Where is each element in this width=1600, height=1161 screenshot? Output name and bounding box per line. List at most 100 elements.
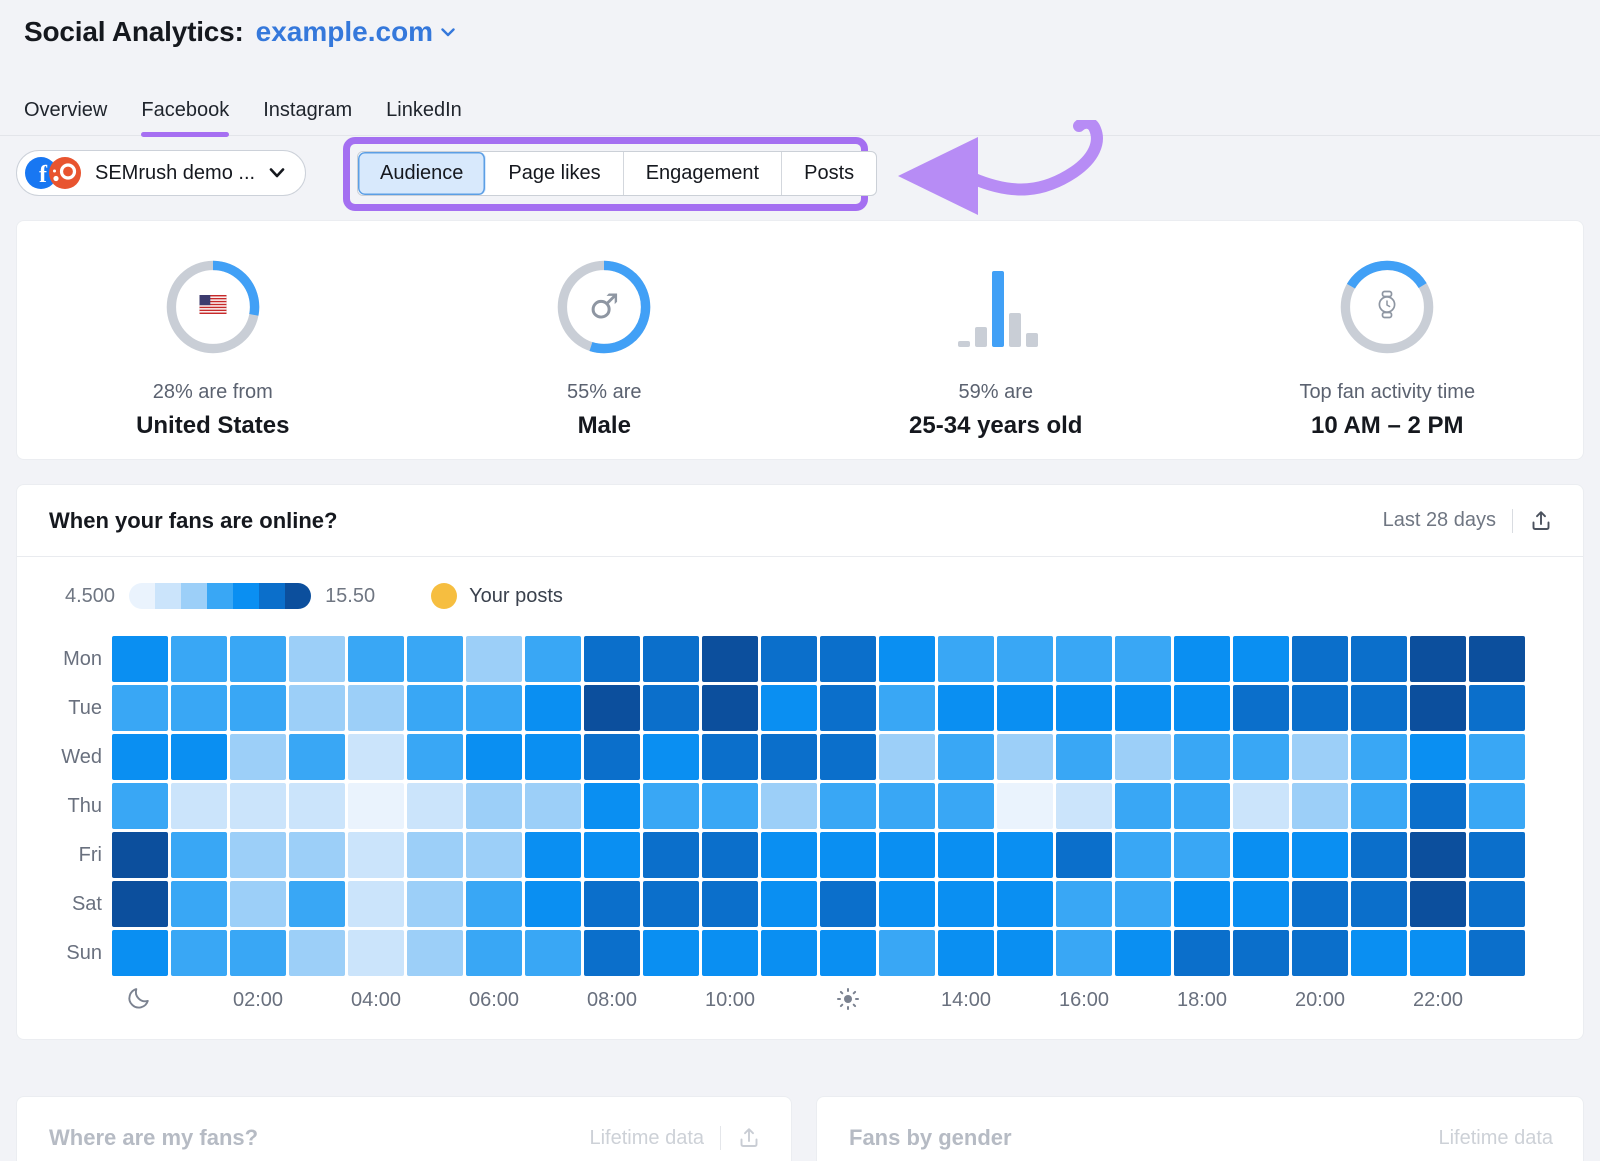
heatmap-cell[interactable] — [1174, 881, 1230, 927]
heatmap-cell[interactable] — [1292, 734, 1348, 780]
heatmap-cell[interactable] — [466, 734, 522, 780]
heatmap-cell[interactable] — [1351, 881, 1407, 927]
heatmap-cell[interactable] — [1469, 930, 1525, 976]
heatmap-cell[interactable] — [1351, 832, 1407, 878]
heatmap-cell[interactable] — [112, 685, 168, 731]
heatmap-cell[interactable] — [1292, 930, 1348, 976]
heatmap-cell[interactable] — [643, 734, 699, 780]
heatmap-cell[interactable] — [112, 832, 168, 878]
heatmap-cell[interactable] — [289, 783, 345, 829]
heatmap-cell[interactable] — [1469, 832, 1525, 878]
heatmap-cell[interactable] — [1115, 783, 1171, 829]
heatmap-cell[interactable] — [289, 636, 345, 682]
heatmap-cell[interactable] — [1351, 636, 1407, 682]
heatmap-cell[interactable] — [466, 783, 522, 829]
heatmap-cell[interactable] — [1410, 783, 1466, 829]
heatmap-cell[interactable] — [407, 881, 463, 927]
heatmap-cell[interactable] — [1056, 685, 1112, 731]
heatmap-cell[interactable] — [997, 636, 1053, 682]
profile-selector[interactable]: f SEMrush demo ... — [16, 150, 307, 196]
heatmap-cell[interactable] — [938, 881, 994, 927]
heatmap-cell[interactable] — [1056, 783, 1112, 829]
heatmap-cell[interactable] — [1056, 636, 1112, 682]
heatmap-cell[interactable] — [1292, 832, 1348, 878]
heatmap-cell[interactable] — [1056, 832, 1112, 878]
fans-online-heatmap[interactable] — [112, 636, 1525, 976]
heatmap-cell[interactable] — [702, 783, 758, 829]
heatmap-cell[interactable] — [584, 832, 640, 878]
heatmap-cell[interactable] — [112, 783, 168, 829]
heatmap-cell[interactable] — [289, 734, 345, 780]
heatmap-cell[interactable] — [112, 734, 168, 780]
heatmap-cell[interactable] — [407, 734, 463, 780]
heatmap-cell[interactable] — [938, 832, 994, 878]
heatmap-cell[interactable] — [1174, 783, 1230, 829]
heatmap-cell[interactable] — [171, 783, 227, 829]
domain-selector[interactable]: example.com — [256, 16, 455, 48]
heatmap-cell[interactable] — [761, 783, 817, 829]
heatmap-cell[interactable] — [997, 881, 1053, 927]
heatmap-cell[interactable] — [820, 734, 876, 780]
heatmap-cell[interactable] — [879, 734, 935, 780]
heatmap-cell[interactable] — [820, 685, 876, 731]
heatmap-cell[interactable] — [407, 930, 463, 976]
heatmap-cell[interactable] — [879, 930, 935, 976]
tab-facebook[interactable]: Facebook — [141, 97, 229, 137]
heatmap-cell[interactable] — [230, 881, 286, 927]
heatmap-cell[interactable] — [702, 636, 758, 682]
heatmap-cell[interactable] — [1292, 636, 1348, 682]
heatmap-cell[interactable] — [820, 636, 876, 682]
heatmap-cell[interactable] — [820, 930, 876, 976]
heatmap-cell[interactable] — [466, 881, 522, 927]
heatmap-cell[interactable] — [820, 832, 876, 878]
export-button[interactable] — [737, 1126, 761, 1150]
heatmap-cell[interactable] — [997, 832, 1053, 878]
heatmap-cell[interactable] — [289, 930, 345, 976]
heatmap-cell[interactable] — [1292, 783, 1348, 829]
heatmap-cell[interactable] — [879, 783, 935, 829]
heatmap-cell[interactable] — [997, 930, 1053, 976]
heatmap-cell[interactable] — [879, 636, 935, 682]
heatmap-cell[interactable] — [1115, 636, 1171, 682]
heatmap-cell[interactable] — [1174, 832, 1230, 878]
heatmap-cell[interactable] — [1292, 881, 1348, 927]
heatmap-cell[interactable] — [879, 832, 935, 878]
heatmap-cell[interactable] — [1469, 685, 1525, 731]
heatmap-cell[interactable] — [230, 734, 286, 780]
heatmap-cell[interactable] — [997, 685, 1053, 731]
tab-overview[interactable]: Overview — [24, 99, 108, 121]
heatmap-cell[interactable] — [938, 783, 994, 829]
tab-instagram[interactable]: Instagram — [263, 99, 353, 121]
heatmap-cell[interactable] — [1410, 685, 1466, 731]
heatmap-cell[interactable] — [230, 832, 286, 878]
heatmap-cell[interactable] — [466, 685, 522, 731]
heatmap-cell[interactable] — [348, 832, 404, 878]
heatmap-cell[interactable] — [1056, 930, 1112, 976]
heatmap-cell[interactable] — [820, 881, 876, 927]
heatmap-cell[interactable] — [1115, 832, 1171, 878]
heatmap-cell[interactable] — [997, 783, 1053, 829]
heatmap-cell[interactable] — [230, 685, 286, 731]
heatmap-cell[interactable] — [643, 930, 699, 976]
heatmap-cell[interactable] — [761, 636, 817, 682]
tab-linkedin[interactable]: LinkedIn — [386, 99, 462, 121]
heatmap-cell[interactable] — [112, 881, 168, 927]
heatmap-cell[interactable] — [1351, 930, 1407, 976]
heatmap-cell[interactable] — [230, 783, 286, 829]
heatmap-cell[interactable] — [879, 685, 935, 731]
heatmap-cell[interactable] — [584, 734, 640, 780]
heatmap-cell[interactable] — [1351, 685, 1407, 731]
heatmap-cell[interactable] — [1469, 734, 1525, 780]
heatmap-cell[interactable] — [761, 685, 817, 731]
heatmap-cell[interactable] — [466, 930, 522, 976]
heatmap-cell[interactable] — [407, 832, 463, 878]
heatmap-cell[interactable] — [112, 930, 168, 976]
heatmap-cell[interactable] — [1469, 636, 1525, 682]
subtab-page-likes[interactable]: Page likes — [486, 152, 624, 195]
subtab-engagement[interactable]: Engagement — [624, 152, 783, 195]
heatmap-cell[interactable] — [1233, 783, 1289, 829]
heatmap-cell[interactable] — [584, 685, 640, 731]
heatmap-cell[interactable] — [1410, 881, 1466, 927]
heatmap-cell[interactable] — [348, 783, 404, 829]
subtab-posts[interactable]: Posts — [804, 162, 855, 184]
